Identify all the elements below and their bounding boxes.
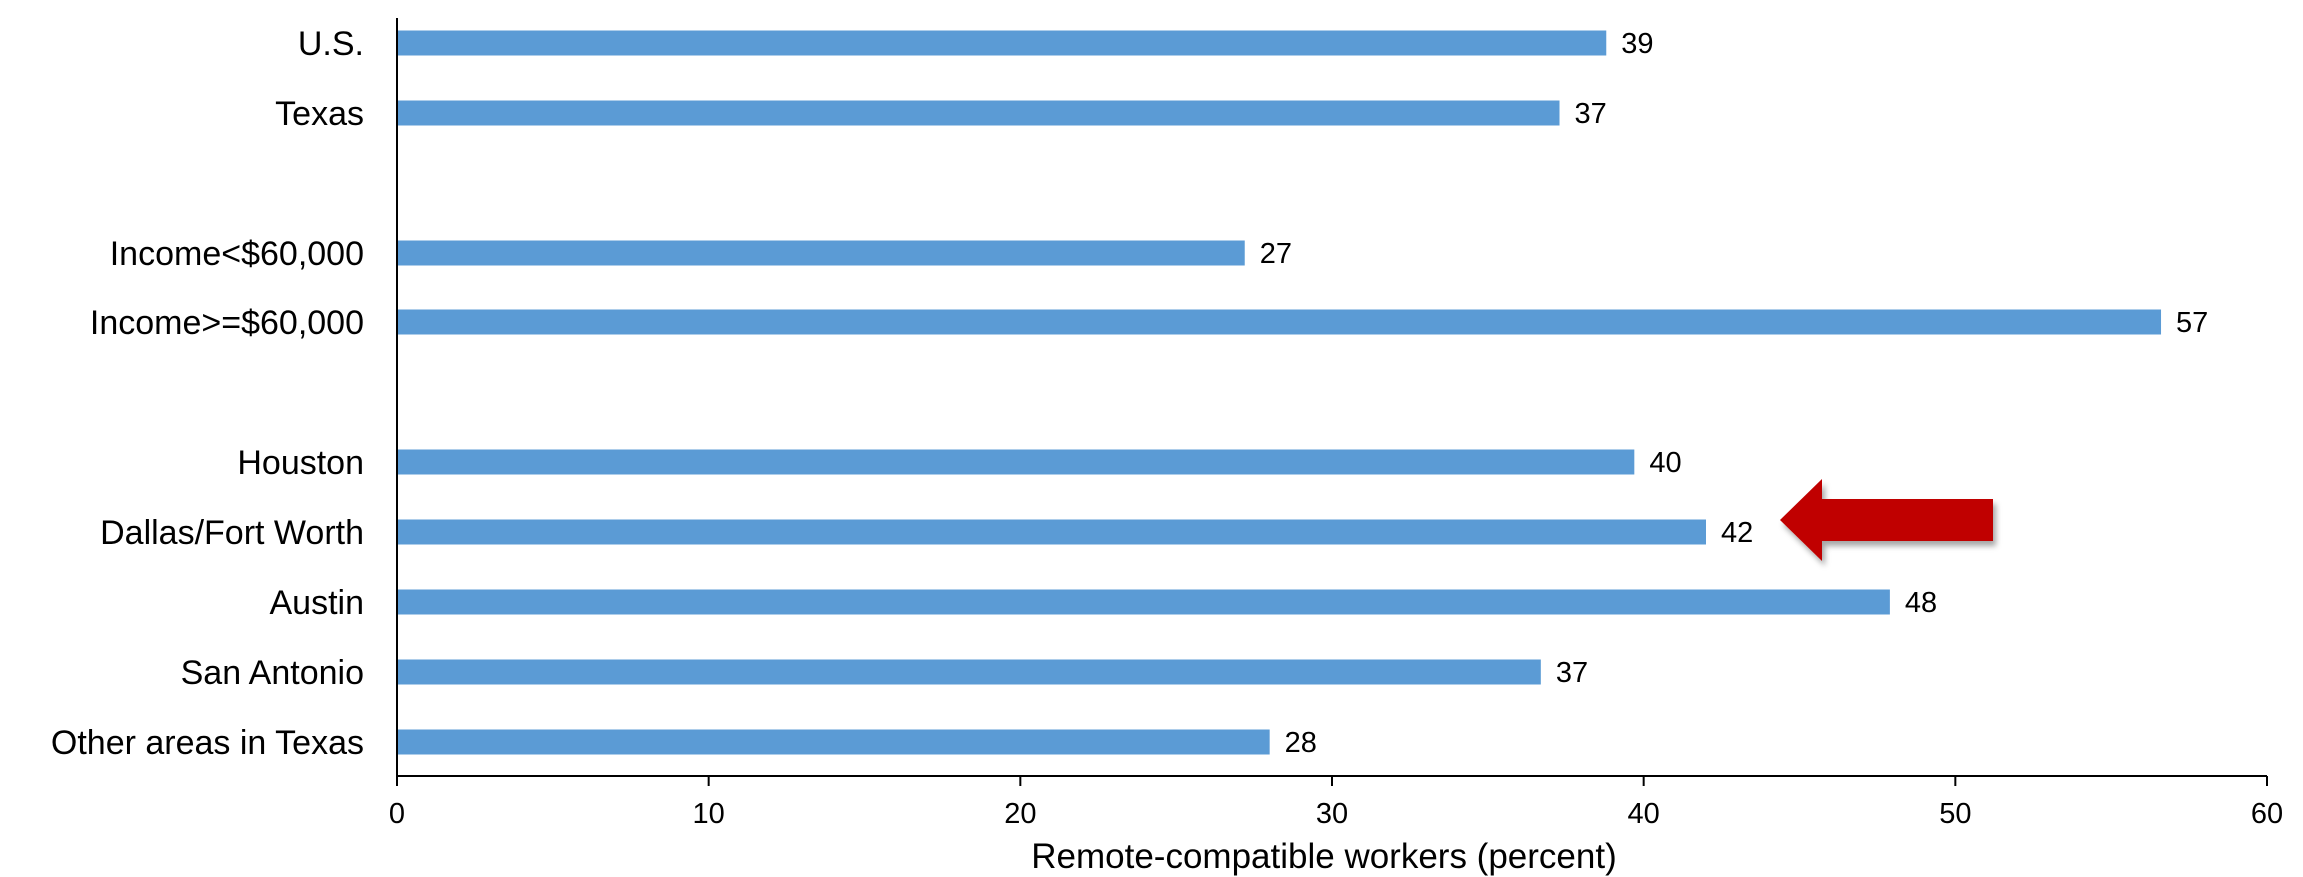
data-label-texas: 37 [1575, 98, 1607, 130]
data-label-income-60-000: 27 [1260, 238, 1292, 270]
data-label-other-areas-in-texas: 28 [1285, 727, 1317, 759]
bar-houston [397, 449, 1635, 475]
category-label-income-60-000: Income>=$60,000 [90, 304, 364, 342]
category-label-dallas-fort-worth: Dallas/Fort Worth [100, 514, 364, 552]
x-tick-label-0: 0 [389, 798, 405, 830]
x-tick-label-20: 20 [1004, 798, 1036, 830]
highlight-arrow [1780, 479, 1993, 561]
data-label-san-antonio: 37 [1556, 657, 1588, 689]
labels-layer: U.S. 39 Texas 37 Income<$60,000 27 Income>=$60… [51, 25, 2283, 830]
bar-income-60-000 [397, 309, 2162, 335]
bar-texas [397, 100, 1560, 126]
bar-other-areas-in-texas [397, 729, 1270, 755]
category-label-san-antonio: San Antonio [181, 654, 364, 692]
x-axis-title: Remote-compatible workers (percent) [1031, 837, 1616, 876]
bar-san-antonio [397, 659, 1541, 685]
data-label-austin: 48 [1905, 587, 1937, 619]
data-label-dallas-fort-worth: 42 [1721, 517, 1753, 549]
data-label-u-s: 39 [1621, 28, 1653, 60]
x-tick-label-10: 10 [693, 798, 725, 830]
category-label-texas: Texas [275, 95, 364, 133]
category-label-u-s: U.S. [298, 25, 364, 63]
bar-dallas-fort-worth [397, 519, 1706, 545]
category-label-income-60-000: Income<$60,000 [110, 235, 364, 273]
x-tick-label-40: 40 [1628, 798, 1660, 830]
bar-income-60-000 [397, 240, 1245, 266]
category-label-houston: Houston [237, 444, 364, 482]
category-label-other-areas-in-texas: Other areas in Texas [51, 724, 364, 762]
x-tick-label-50: 50 [1939, 798, 1971, 830]
x-tick-label-60: 60 [2251, 798, 2283, 830]
axes-layer [396, 18, 2268, 786]
bars-layer [397, 30, 2162, 755]
category-label-austin: Austin [270, 584, 365, 622]
data-label-income-60-000: 57 [2176, 307, 2208, 339]
data-label-houston: 40 [1649, 447, 1681, 479]
x-tick-label-30: 30 [1316, 798, 1348, 830]
bar-austin [397, 589, 1890, 615]
bar-u-s [397, 30, 1607, 56]
